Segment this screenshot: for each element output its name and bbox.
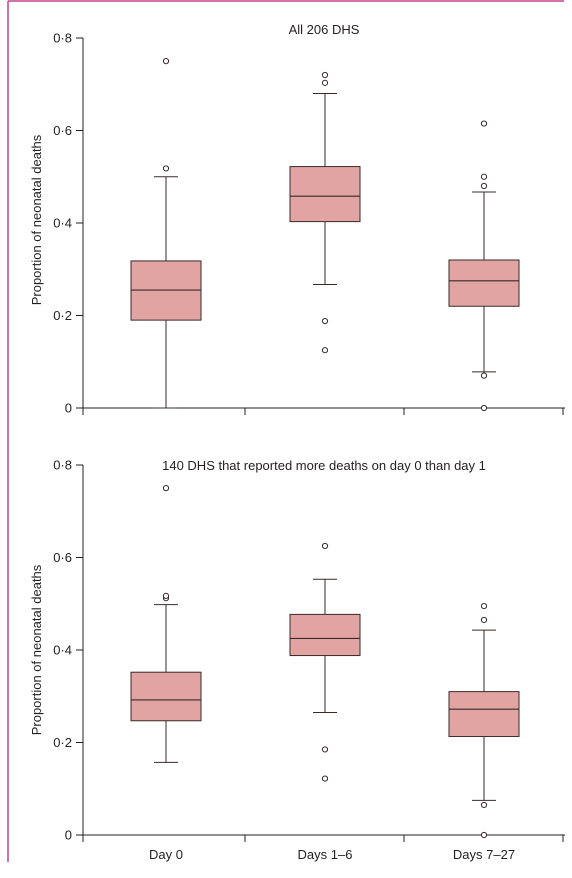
outlier-point [321, 317, 329, 325]
y-axis-label: Proportion of neonatal deaths [29, 564, 44, 735]
outlier-point [321, 775, 329, 782]
outlier-point [162, 592, 170, 599]
outlier-point [480, 173, 488, 180]
outlier-point [480, 372, 488, 379]
outlier-point [321, 542, 329, 550]
chart-title: 140 DHS that reported more deaths on day… [162, 458, 486, 473]
outlier-point [162, 485, 170, 492]
y-tick-label: 0·2 [53, 735, 72, 750]
y-tick-label: 0·8 [53, 31, 72, 46]
y-axis-label: Proportion of neonatal deaths [29, 134, 44, 305]
y-tick-label: 0 [65, 828, 72, 843]
iqr-box [448, 691, 520, 737]
y-tick-label: 0·4 [53, 216, 72, 231]
y-tick-label: 0·8 [53, 458, 72, 473]
x-category-label: Days 7–27 [453, 847, 515, 862]
y-tick-label: 0·4 [53, 643, 72, 658]
outlier-point [321, 79, 329, 86]
y-tick-label: 0 [65, 401, 72, 416]
iqr-box [289, 166, 361, 223]
y-tick-label: 0·6 [53, 550, 72, 565]
outlier-point [162, 58, 170, 65]
chart-panel-all-dhs: All 206 DHS Proportion of neonatal death… [29, 22, 565, 416]
outlier-point [321, 71, 329, 79]
chart-title: All 206 DHS [289, 22, 360, 37]
outlier-point [321, 347, 329, 354]
iqr-box [130, 671, 202, 722]
y-tick-label: 0·6 [53, 123, 72, 138]
iqr-box [448, 259, 520, 307]
outlier-point [480, 602, 488, 610]
iqr-box [289, 613, 361, 657]
outlier-point [480, 831, 488, 839]
chart-panel-140-dhs: 140 DHS that reported more deaths on day… [29, 458, 565, 862]
x-category-label: Days 1–6 [298, 847, 353, 862]
outlier-point [480, 404, 488, 412]
outlier-point [480, 801, 488, 809]
outlier-point [480, 182, 488, 190]
outlier-point [321, 746, 329, 753]
outlier-point [480, 120, 488, 127]
y-tick-label: 0·2 [53, 308, 72, 323]
outlier-point [162, 165, 170, 172]
x-category-label: Day 0 [149, 847, 183, 862]
outlier-point [480, 616, 488, 624]
